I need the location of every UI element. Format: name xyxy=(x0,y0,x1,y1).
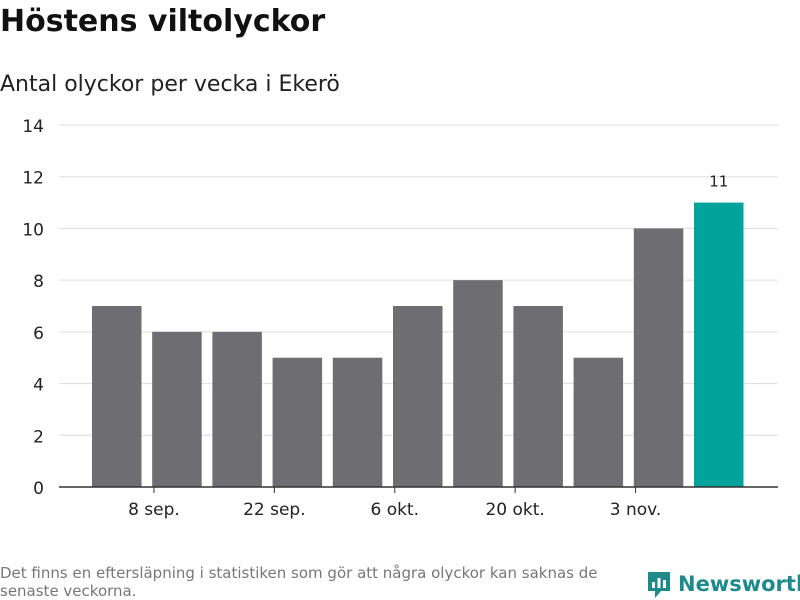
bar xyxy=(633,228,684,487)
bar xyxy=(332,357,383,487)
y-tick-label: 0 xyxy=(33,479,44,499)
chart-subtitle: Antal olyckor per vecka i Ekerö xyxy=(0,72,340,97)
x-tick-label: 6 okt. xyxy=(370,500,419,520)
y-tick-label: 6 xyxy=(33,324,44,344)
y-tick-label: 12 xyxy=(22,169,44,189)
data-label: 11 xyxy=(709,173,728,191)
newsworthy-logo-icon xyxy=(648,572,670,598)
y-tick-label: 2 xyxy=(33,427,44,447)
x-tick-label: 20 okt. xyxy=(485,500,544,520)
footnote: Det finns en eftersläpning i statistiken… xyxy=(0,564,598,600)
bar xyxy=(453,280,503,487)
brand-name: Newsworthy xyxy=(678,572,800,596)
bar xyxy=(92,306,142,487)
y-tick-label: 10 xyxy=(22,220,44,240)
bar-highlight xyxy=(694,202,744,488)
x-tick-label: 3 nov. xyxy=(610,500,662,520)
chart-title: Höstens viltolyckor xyxy=(0,4,326,39)
y-tick-label: 4 xyxy=(33,376,44,396)
bar xyxy=(212,331,262,487)
bar-chart: 0 2 4 6 8 10 12 14 11 8 sep. 22 sep. 6 okt. 20 okt. 3… xyxy=(22,117,778,520)
x-tick-label: 22 sep. xyxy=(243,500,306,520)
bar xyxy=(513,306,563,487)
bar xyxy=(393,306,443,487)
brand-logo[interactable]: Newsworthy xyxy=(646,569,800,599)
y-tick-label: 8 xyxy=(33,272,44,292)
bar xyxy=(152,331,202,487)
y-tick-label: 14 xyxy=(22,117,44,137)
bar xyxy=(573,357,624,487)
x-tick-label: 8 sep. xyxy=(128,500,180,520)
bar xyxy=(272,357,323,487)
